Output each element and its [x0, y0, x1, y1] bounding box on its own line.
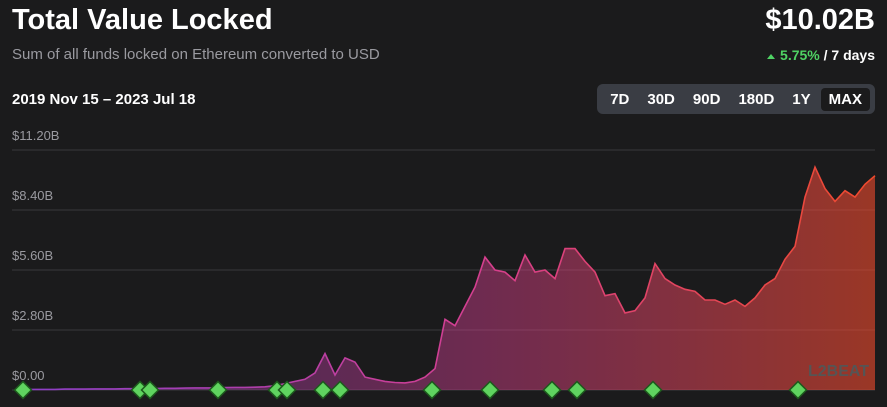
change-period: / 7 days — [823, 47, 875, 63]
y-tick-label: $2.80B — [12, 308, 53, 323]
event-marker — [422, 380, 442, 400]
date-range: 2019 Nov 15 – 2023 Jul 18 — [12, 91, 196, 108]
event-marker — [788, 380, 808, 400]
event-marker — [480, 380, 500, 400]
range-button[interactable]: MAX — [820, 87, 870, 111]
event-marker — [208, 380, 228, 400]
range-button[interactable]: 7D — [610, 90, 630, 108]
event-marker — [140, 380, 160, 400]
event-marker — [542, 380, 562, 400]
range-button[interactable]: 180D — [738, 90, 775, 108]
title: Total Value Locked — [12, 4, 273, 36]
area-fill — [15, 167, 875, 390]
event-marker — [13, 380, 33, 400]
event-marker — [330, 380, 350, 400]
range-button[interactable]: 30D — [647, 90, 675, 108]
range-button[interactable]: 1Y — [792, 90, 811, 108]
event-marker — [313, 380, 333, 400]
change-value: 5.75% — [780, 47, 820, 63]
event-marker — [130, 380, 150, 400]
y-tick-label: $5.60B — [12, 248, 53, 263]
range-selector: 7D 30D 90D 180D 1Y MAX — [597, 84, 875, 114]
event-marker — [643, 380, 663, 400]
change: 5.75% / 7 days — [766, 47, 875, 63]
y-tick-label: $8.40B — [12, 188, 53, 203]
range-button[interactable]: 90D — [692, 90, 721, 108]
y-tick-label: $0.00 — [12, 368, 45, 383]
line — [15, 164, 876, 391]
watermark: L2BEAT — [808, 363, 869, 380]
event-marker — [277, 380, 297, 400]
event-marker — [567, 380, 587, 400]
up-arrow — [767, 54, 776, 60]
y-tick-label: $11.20B — [12, 128, 59, 143]
total-value: $10.02B — [765, 4, 875, 36]
event-marker — [267, 380, 287, 400]
subtitle: Sum of all funds locked on Ethereum conv… — [12, 46, 380, 63]
